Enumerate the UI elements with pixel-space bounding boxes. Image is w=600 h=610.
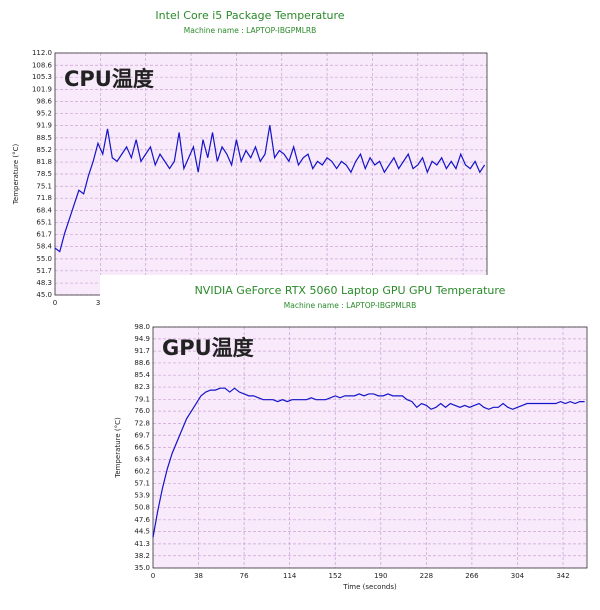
y-tick-label: 85.2 [36, 146, 52, 154]
x-tick-label: 190 [374, 572, 387, 580]
y-tick-label: 82.3 [134, 383, 150, 391]
y-tick-label: 66.5 [134, 444, 150, 452]
x-tick-label: 0 [53, 299, 57, 307]
y-tick-label: 85.4 [134, 371, 150, 379]
y-tick-label: 45.0 [36, 291, 52, 299]
y-tick-label: 112.0 [32, 49, 52, 57]
y-tick-label: 68.4 [36, 206, 52, 214]
x-tick-label: 304 [511, 572, 525, 580]
y-tick-label: 57.1 [134, 479, 150, 487]
y-tick-label: 75.1 [36, 182, 52, 190]
x-tick-label: 228 [420, 572, 433, 580]
y-tick-label: 88.5 [36, 134, 52, 142]
chart-panel: Intel Core i5 Package Temperature Machine… [0, 0, 500, 330]
y-tick-label: 91.7 [134, 347, 150, 355]
y-tick-label: 48.3 [36, 279, 52, 287]
y-tick-label: 81.8 [36, 158, 52, 166]
y-tick-label: 47.6 [134, 516, 150, 524]
y-tick-label: 71.8 [36, 194, 52, 202]
y-tick-label: 55.0 [36, 255, 52, 263]
x-axis-label: Time (seconds) [342, 583, 397, 591]
y-tick-label: 38.2 [134, 552, 150, 560]
line-series [152, 387, 585, 538]
x-tick-label: 0 [151, 572, 155, 580]
y-tick-label: 35.0 [134, 564, 150, 572]
x-tick-label: 114 [283, 572, 297, 580]
y-tick-label: 78.5 [36, 170, 52, 178]
y-tick-label: 41.3 [134, 540, 150, 548]
annotation: CPU温度 [64, 67, 154, 91]
y-tick-label: 61.7 [36, 231, 52, 239]
chart-title: NVIDIA GeForce RTX 5060 Laptop GPU GPU T… [195, 284, 506, 297]
y-tick-label: 65.1 [36, 218, 52, 226]
chart-panel: NVIDIA GeForce RTX 5060 Laptop GPU GPU T… [100, 275, 600, 610]
y-tick-label: 60.2 [134, 468, 150, 476]
y-tick-label: 58.4 [36, 243, 52, 251]
y-tick-label: 63.4 [134, 455, 150, 463]
y-tick-label: 108.6 [32, 61, 53, 69]
x-tick-label: 266 [465, 572, 479, 580]
line-series [54, 125, 486, 253]
chart-title: Intel Core i5 Package Temperature [155, 9, 344, 22]
y-tick-label: 44.5 [134, 528, 150, 536]
y-tick-label: 94.9 [134, 335, 150, 343]
y-tick-label: 53.9 [134, 492, 150, 500]
y-tick-label: 105.3 [32, 73, 52, 81]
y-tick-label: 72.8 [134, 419, 150, 427]
y-tick-label: 95.2 [36, 110, 52, 118]
y-tick-label: 50.8 [134, 504, 150, 512]
y-axis-label: Temperature (°C) [12, 144, 20, 206]
chart-subtitle: Machine name : LAPTOP-IBGPMLRB [184, 26, 316, 35]
annotation: GPU温度 [162, 336, 254, 360]
y-tick-label: 101.9 [32, 85, 52, 93]
y-tick-label: 88.6 [134, 359, 150, 367]
y-tick-label: 51.7 [36, 267, 52, 275]
chart-subtitle: Machine name : LAPTOP-IBGPMLRB [284, 301, 416, 310]
y-tick-label: 91.9 [36, 122, 52, 130]
x-tick-label: 342 [556, 572, 569, 580]
y-axis-label: Temperature (°C) [114, 417, 122, 479]
y-tick-label: 98.0 [134, 323, 150, 331]
y-tick-label: 98.6 [36, 97, 52, 105]
x-tick-label: 76 [240, 572, 249, 580]
x-tick-label: 38 [194, 572, 203, 580]
y-tick-label: 79.1 [134, 395, 150, 403]
x-tick-label: 152 [329, 572, 342, 580]
y-tick-label: 69.7 [134, 431, 150, 439]
plot-border [152, 326, 588, 569]
y-tick-label: 76.0 [134, 407, 150, 415]
